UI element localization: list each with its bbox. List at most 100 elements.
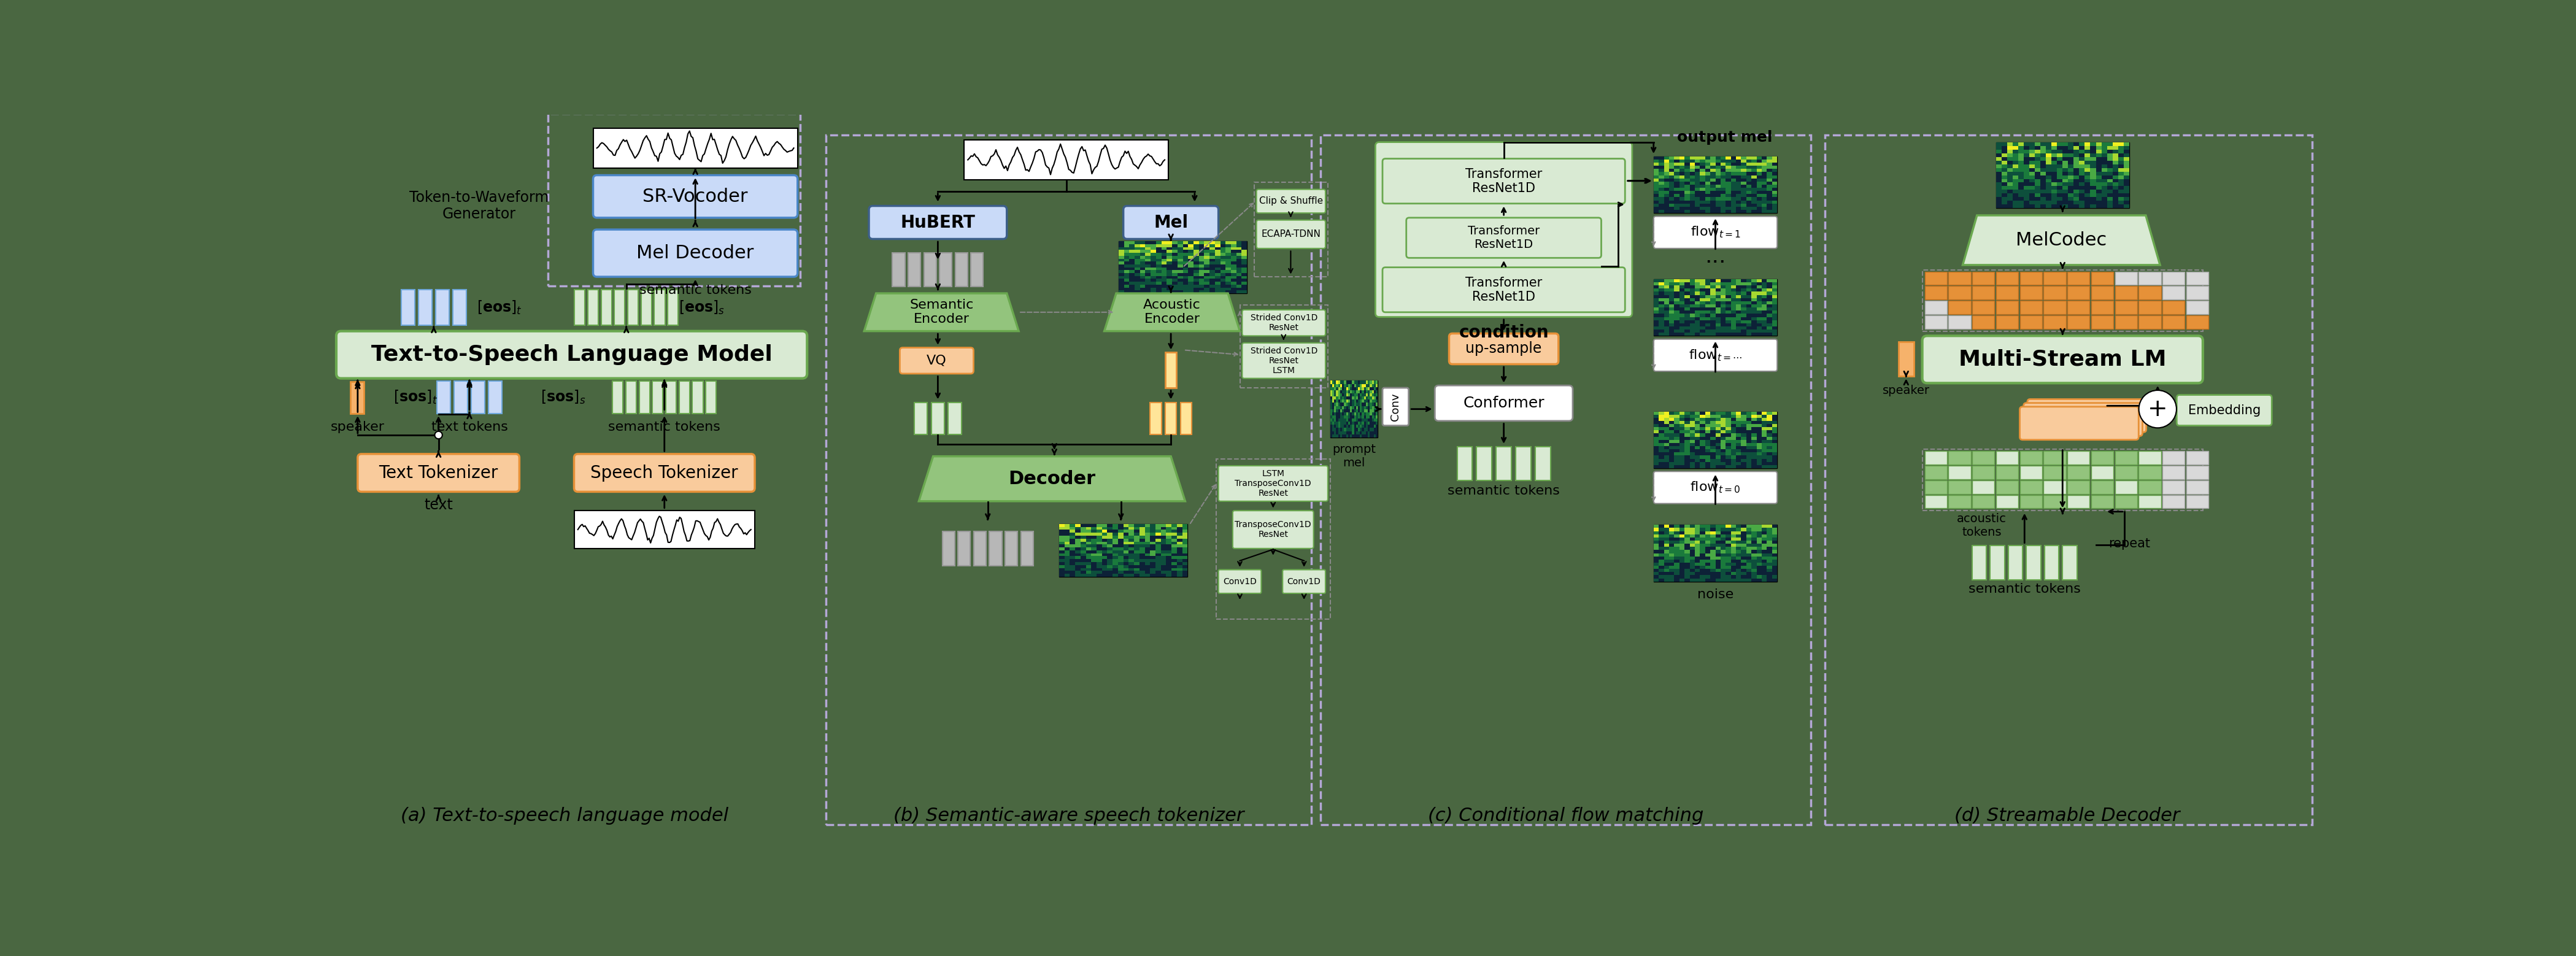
Bar xyxy=(1924,451,1947,465)
Bar xyxy=(1736,440,1741,443)
Bar xyxy=(1674,440,1680,443)
Bar xyxy=(1710,534,1716,537)
Bar xyxy=(2089,201,2097,205)
Bar xyxy=(1752,415,1757,418)
Bar xyxy=(1680,197,1685,201)
Bar xyxy=(1144,551,1149,554)
Bar xyxy=(1157,265,1162,268)
Bar xyxy=(1726,550,1731,554)
Bar xyxy=(1690,550,1695,554)
Bar xyxy=(1716,163,1721,165)
Bar xyxy=(1700,165,1705,169)
Bar xyxy=(1167,285,1172,288)
Bar xyxy=(1710,289,1716,292)
Bar xyxy=(1172,259,1177,262)
Bar xyxy=(1064,559,1069,562)
Bar xyxy=(1669,540,1674,544)
Bar xyxy=(2035,142,2040,146)
Bar xyxy=(1741,323,1747,326)
Bar xyxy=(1118,291,1123,293)
Bar xyxy=(1221,273,1226,276)
Bar xyxy=(1144,545,1149,548)
Bar xyxy=(1231,256,1236,259)
Text: $\mathrm{flow}_{t=\cdots}$: $\mathrm{flow}_{t=\cdots}$ xyxy=(1690,348,1741,362)
Bar xyxy=(2009,546,2022,579)
Bar xyxy=(1123,253,1128,256)
Bar xyxy=(2089,142,2097,146)
Bar xyxy=(1113,532,1118,535)
Bar xyxy=(2058,142,2063,146)
Bar xyxy=(438,381,451,413)
Bar xyxy=(1172,559,1177,562)
Bar xyxy=(1680,578,1685,581)
Bar xyxy=(1674,163,1680,165)
Bar xyxy=(1726,440,1731,443)
Text: acoustic
tokens: acoustic tokens xyxy=(1958,513,2007,538)
Bar xyxy=(1128,268,1133,271)
Bar xyxy=(1092,530,1097,532)
Bar xyxy=(1767,179,1772,182)
Bar xyxy=(1700,550,1705,554)
Bar xyxy=(1741,201,1747,204)
Bar xyxy=(1726,424,1731,427)
Bar xyxy=(2058,205,2063,208)
Bar xyxy=(1705,437,1710,440)
Bar xyxy=(1752,540,1757,544)
Bar xyxy=(1752,437,1757,440)
Bar xyxy=(1710,314,1716,317)
Bar xyxy=(1177,253,1182,256)
Bar xyxy=(1226,276,1231,279)
Bar xyxy=(1772,311,1777,314)
Bar xyxy=(1133,244,1141,247)
Bar xyxy=(1674,433,1680,437)
Bar xyxy=(1731,452,1736,455)
Bar xyxy=(1680,187,1685,191)
Bar xyxy=(1226,265,1231,268)
Bar xyxy=(1710,411,1716,415)
Bar xyxy=(2040,179,2045,183)
Bar xyxy=(1710,185,1716,187)
Bar xyxy=(1674,194,1680,197)
Bar xyxy=(1716,528,1721,532)
Bar xyxy=(1695,206,1700,210)
Bar xyxy=(2017,201,2025,205)
Bar xyxy=(1133,271,1141,273)
Bar xyxy=(1721,286,1726,289)
Bar xyxy=(1226,244,1231,247)
Bar xyxy=(1716,311,1721,314)
Bar xyxy=(1146,268,1151,271)
Bar xyxy=(1705,191,1710,194)
Bar xyxy=(2012,157,2017,161)
Bar xyxy=(1182,532,1188,535)
Bar xyxy=(1188,262,1193,265)
Bar xyxy=(1133,279,1141,282)
Bar xyxy=(1973,315,1994,329)
Bar xyxy=(1680,172,1685,175)
Bar xyxy=(1149,402,1162,435)
Bar xyxy=(1669,210,1674,213)
Bar xyxy=(1242,276,1247,279)
Bar xyxy=(1996,142,2130,208)
Bar xyxy=(1716,563,1721,566)
Bar xyxy=(1664,566,1669,569)
Bar xyxy=(2123,190,2130,193)
Bar xyxy=(1736,191,1741,194)
Bar xyxy=(1172,532,1177,535)
Bar xyxy=(1721,534,1726,537)
Bar xyxy=(1695,187,1700,191)
Bar xyxy=(1182,574,1188,576)
Bar xyxy=(1736,576,1741,578)
Bar xyxy=(1716,298,1721,301)
Bar xyxy=(1757,430,1762,433)
Bar xyxy=(1659,169,1664,172)
Bar xyxy=(1659,433,1664,437)
Bar xyxy=(1690,294,1695,298)
Bar xyxy=(1108,541,1113,545)
Bar xyxy=(1747,156,1752,160)
Bar xyxy=(1731,185,1736,187)
Bar xyxy=(1108,562,1113,565)
Bar xyxy=(1097,532,1103,535)
Bar xyxy=(1079,532,1087,535)
Bar xyxy=(652,381,662,413)
Bar xyxy=(1162,562,1167,565)
